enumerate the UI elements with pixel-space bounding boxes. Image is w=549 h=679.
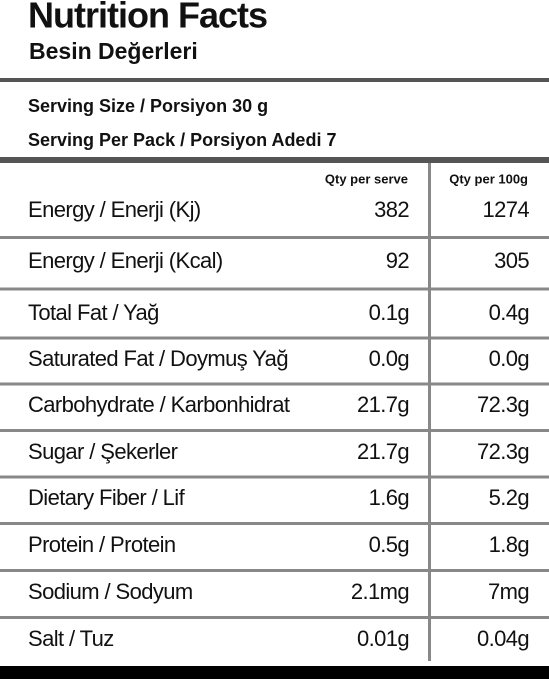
subtitle: Besin Değerleri: [29, 38, 198, 64]
column-header: Qty per serve: [325, 171, 408, 186]
nutrient-name: Energy / Enerji (Kcal): [28, 248, 223, 273]
nutrient-name: Salt / Tuz: [28, 626, 114, 651]
per-serve-value: 21.7g: [357, 439, 409, 464]
per-100g-value: 0.0g: [489, 346, 529, 371]
nutrient-name: Saturated Fat / Doymuş Yağ: [28, 346, 288, 371]
per-100g-value: 0.4g: [489, 300, 529, 325]
per-serve-value: 0.0g: [369, 346, 409, 371]
per-serve-value: 2.1mg: [351, 579, 409, 604]
title: Nutrition Facts: [28, 0, 267, 36]
nutrient-name: Energy / Enerji (Kj): [28, 197, 201, 222]
row-divider: [0, 569, 549, 572]
row-divider: [0, 336, 549, 340]
per-serve-value: 1.6g: [369, 485, 409, 510]
row-divider: [0, 236, 549, 239]
servings-per-pack: Serving Per Pack / Porsiyon Adedi 7: [28, 130, 336, 150]
per-100g-value: 7mg: [488, 579, 529, 604]
row-divider: [0, 382, 549, 386]
nutrient-name: Sugar / Şekerler: [28, 439, 178, 464]
row-divider: [0, 522, 549, 525]
divider: [0, 157, 549, 163]
nutrient-name: Dietary Fiber / Lif: [28, 485, 186, 510]
per-serve-value: 0.1g: [369, 300, 409, 325]
per-serve-value: 92: [386, 248, 410, 273]
row-divider: [0, 287, 549, 291]
serving-size: Serving Size / Porsiyon 30 g: [28, 96, 268, 116]
row-divider: [0, 475, 549, 479]
per-100g-value: 1.8g: [489, 532, 529, 557]
per-100g-value: 0.04g: [477, 626, 529, 651]
nutrient-name: Sodium / Sodyum: [28, 579, 193, 604]
per-100g-value: 305: [494, 248, 529, 273]
column-divider: [428, 163, 431, 661]
per-serve-value: 0.5g: [369, 532, 409, 557]
nutrient-name: Total Fat / Yağ: [28, 300, 159, 325]
per-100g-value: 5.2g: [489, 485, 529, 510]
divider: [0, 78, 549, 82]
per-serve-value: 382: [374, 197, 409, 222]
per-serve-value: 21.7g: [357, 392, 409, 417]
rows: Energy / Enerji (Kj) 382 1274 Energy / Ener…: [0, 197, 549, 651]
column-header: Qty per 100g: [449, 171, 528, 186]
per-serve-value: 0.01g: [357, 626, 409, 651]
row-divider: [0, 429, 549, 432]
bottom-bar: [0, 666, 549, 679]
nutrient-name: Carbohydrate / Karbonhidrat: [28, 392, 290, 417]
per-100g-value: 1274: [482, 197, 529, 222]
nutrient-name: Protein / Protein: [28, 532, 176, 557]
row-divider: [0, 616, 549, 619]
per-100g-value: 72.3g: [477, 392, 529, 417]
per-100g-value: 72.3g: [477, 439, 529, 464]
